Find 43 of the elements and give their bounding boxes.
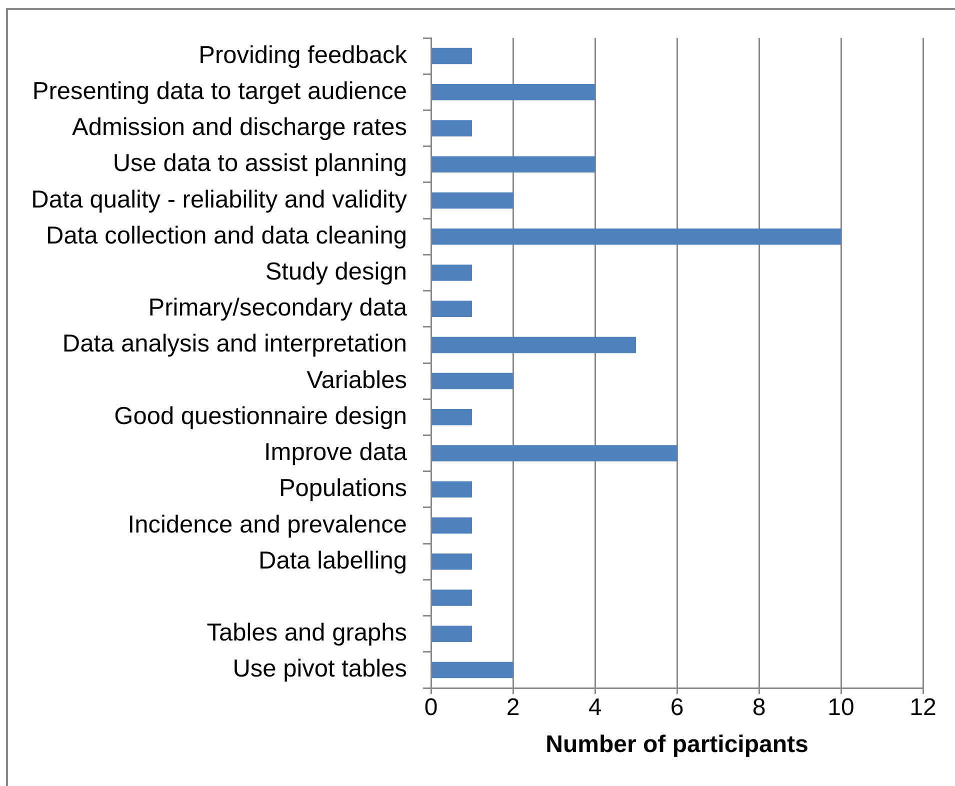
- bar: [432, 120, 472, 136]
- y-tick-label: Data quality - reliability and validity: [31, 186, 408, 214]
- y-tick-label: Primary/secondary data: [148, 294, 408, 322]
- bar: [432, 590, 472, 606]
- bar: [432, 156, 595, 173]
- x-tick-label: 10: [828, 694, 854, 722]
- bar: [432, 409, 472, 426]
- y-tick-label: Presenting data to target audience: [32, 78, 407, 105]
- x-tick-label: 8: [752, 694, 766, 722]
- bar: [432, 48, 472, 64]
- y-tick-label: Use data to assist planning: [112, 150, 407, 178]
- bar: [432, 336, 636, 354]
- bar: [432, 517, 472, 534]
- y-tick-label: Populations: [278, 475, 407, 502]
- y-tick-label: Data analysis and interpretation: [62, 330, 407, 358]
- bar: [432, 553, 472, 570]
- y-tick-label: Admission and discharge rates: [72, 114, 407, 142]
- x-tick-label: 0: [424, 694, 438, 722]
- bar: [432, 372, 513, 390]
- y-tick-label: Use pivot tables: [232, 656, 407, 683]
- x-tick-label: 12: [910, 694, 936, 722]
- y-tick-label: Data collection and data cleaning: [46, 222, 407, 250]
- y-tick-label: Good questionnaire design: [114, 402, 407, 430]
- bar: [432, 84, 595, 100]
- y-tick-label: Data labelling: [258, 547, 407, 574]
- x-tick-label: 4: [588, 694, 602, 722]
- y-tick-label: Improve data: [264, 439, 408, 466]
- x-tick-label: 6: [670, 694, 684, 722]
- y-tick-label: Variables: [306, 366, 407, 394]
- bar: [432, 264, 472, 281]
- y-tick-label: Tables and graphs: [206, 620, 407, 647]
- y-tick-label: Study design: [265, 258, 407, 286]
- y-tick-label: Providing feedback: [198, 42, 408, 69]
- y-tick-label: Incidence and prevalence: [128, 511, 407, 538]
- bar: [432, 192, 513, 209]
- x-axis-title: Number of participants: [546, 731, 808, 758]
- bar: [432, 445, 677, 462]
- bar: [432, 662, 513, 678]
- x-tick-label: 2: [506, 694, 520, 722]
- bar: [432, 228, 841, 245]
- bar: [432, 481, 472, 498]
- bar: [432, 300, 472, 317]
- bar: [432, 626, 472, 642]
